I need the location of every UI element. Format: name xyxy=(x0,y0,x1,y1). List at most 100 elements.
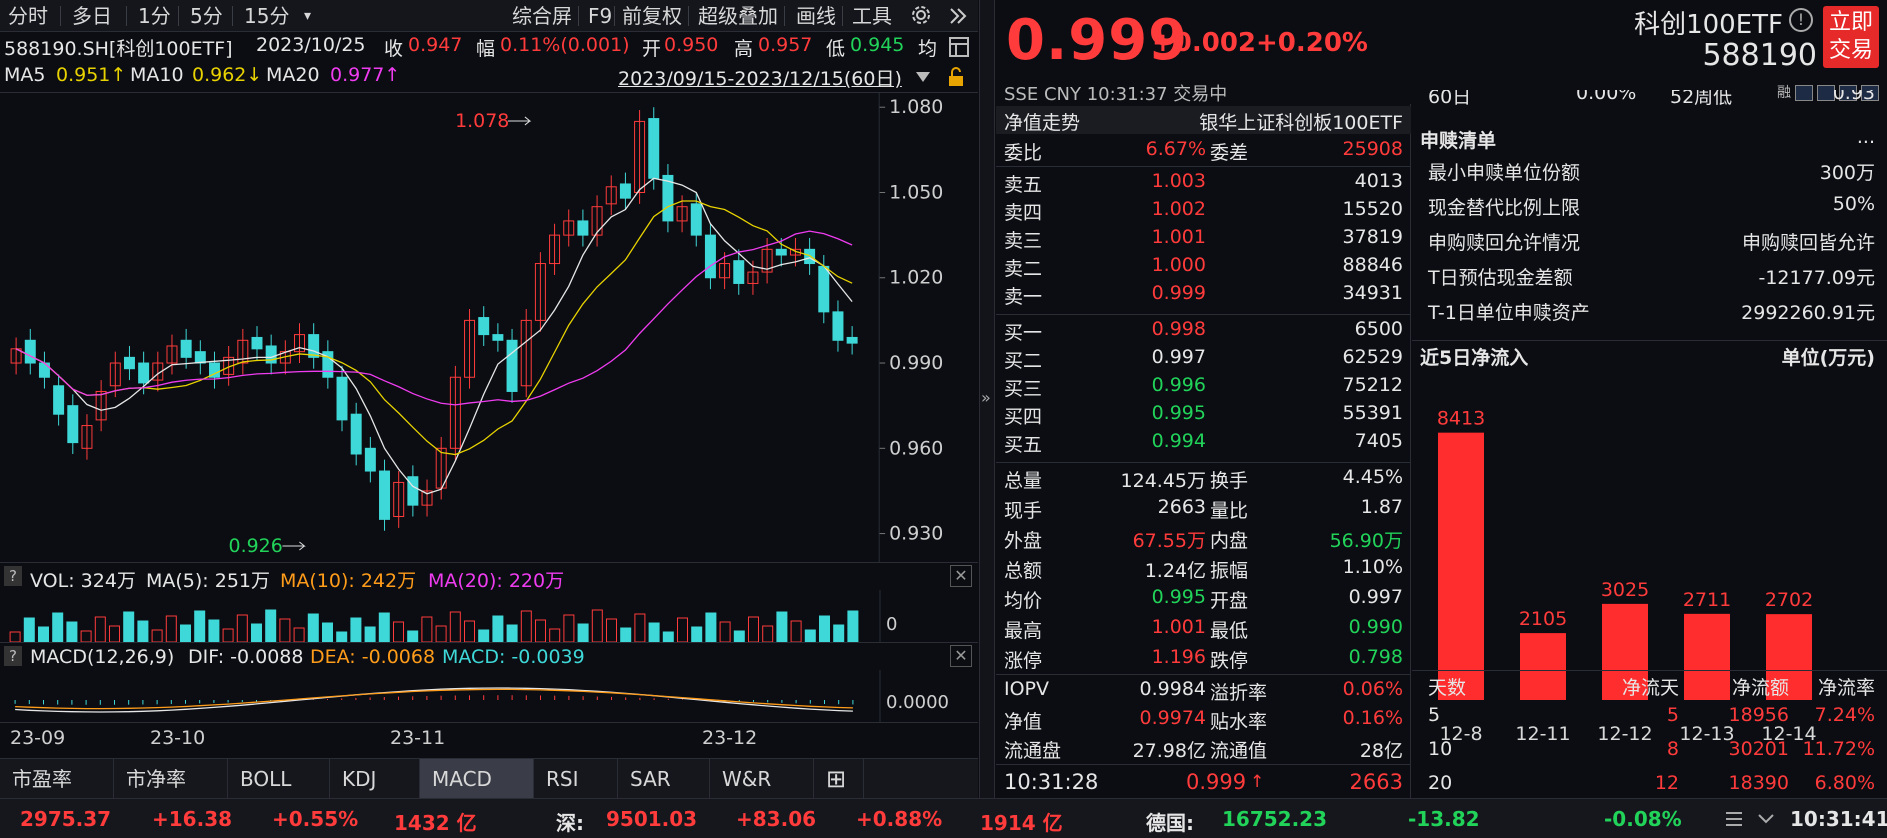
stat-row: 涨停 1.196 跌停 0.798 xyxy=(996,646,1411,672)
tab-boll[interactable]: BOLL xyxy=(228,759,330,799)
bell-icon[interactable] xyxy=(1817,85,1835,101)
lock-icon[interactable] xyxy=(946,66,966,88)
close-icon[interactable]: ✕ xyxy=(950,565,972,587)
ask-label: 卖五 xyxy=(1004,174,1043,196)
help-icon[interactable]: ? xyxy=(4,646,22,666)
stat-label: 振幅 xyxy=(1210,560,1249,582)
net-inflow-header: 近5日净流入 单位(万元) xyxy=(1412,340,1887,370)
volume-bar xyxy=(762,625,774,642)
order-diff-value: 25908 xyxy=(1342,138,1403,160)
volume-bar xyxy=(535,619,546,642)
date-label: 23-12 xyxy=(702,727,758,749)
ask-row: 卖四 1.002 15520 xyxy=(996,198,1411,224)
ask-volume: 34931 xyxy=(1342,282,1403,304)
tab-macd[interactable]: MACD xyxy=(420,759,534,799)
creation-value: -12177.09元 xyxy=(1758,267,1875,289)
margin-icon[interactable]: 融 xyxy=(1777,85,1791,101)
draw-line-button[interactable]: 画线 xyxy=(796,4,836,28)
sz-index[interactable]: 9501.03 xyxy=(606,807,698,831)
candle xyxy=(166,345,178,364)
candle xyxy=(393,481,405,518)
dropdown-triangle-icon[interactable] xyxy=(914,68,932,86)
week52-low-value: 0.93 xyxy=(1832,90,1875,104)
expand-icon[interactable]: » xyxy=(981,388,991,407)
volume-bar xyxy=(790,620,802,642)
inflow-bar-label: 3025 xyxy=(1601,579,1649,601)
tab-multi-day[interactable]: 多日 xyxy=(72,4,112,28)
add-tab-icon[interactable]: ⊞ xyxy=(814,759,864,799)
iopv-value: 28亿 xyxy=(1359,740,1403,762)
candle xyxy=(24,339,36,364)
candle xyxy=(308,334,320,358)
period-dropdown-icon[interactable]: ▾ xyxy=(304,8,312,24)
candle xyxy=(123,356,135,370)
overlay-button[interactable]: 超级叠加 xyxy=(698,4,778,28)
candle xyxy=(676,206,688,222)
candle xyxy=(322,351,334,378)
iopv-label: 贴水率 xyxy=(1210,711,1268,733)
tools-button[interactable]: 工具 xyxy=(852,4,892,28)
volume-bar xyxy=(705,612,717,642)
flow-table-header: 天数 净流天 净流额 净流率 xyxy=(1412,670,1887,700)
candle xyxy=(648,118,660,179)
tab-intraday[interactable]: 分时 xyxy=(8,4,48,28)
tab-15min[interactable]: 15分 xyxy=(244,4,290,28)
de-index[interactable]: 16752.23 xyxy=(1222,807,1328,831)
close-icon[interactable]: ✕ xyxy=(950,645,972,667)
vol-ma20: MA(20): 220万 xyxy=(428,570,565,592)
gear-icon[interactable] xyxy=(910,4,932,26)
tab-pe[interactable]: 市盈率 xyxy=(0,759,114,799)
candle xyxy=(761,248,773,273)
high-value: 0.957 xyxy=(758,34,813,56)
tab-1min[interactable]: 1分 xyxy=(138,4,171,28)
tab-pb[interactable]: 市净率 xyxy=(114,759,228,799)
layout-icon[interactable] xyxy=(948,36,970,58)
ma5-value: 0.951↑ xyxy=(56,64,127,86)
volume-bar xyxy=(38,626,49,642)
flow-cell: 12 xyxy=(1654,772,1679,794)
net-inflow-title: 近5日净流入 xyxy=(1420,347,1529,369)
chevron-down-icon[interactable] xyxy=(1756,809,1776,829)
add-icon[interactable] xyxy=(1861,85,1879,101)
tab-sar[interactable]: SAR xyxy=(618,759,710,799)
f9-button[interactable]: F9 xyxy=(588,4,613,28)
double-chevron-right-icon[interactable] xyxy=(948,6,968,26)
volume-bar xyxy=(151,629,163,642)
tab-wr[interactable]: W&R xyxy=(710,759,814,799)
stat-value: 124.45万 xyxy=(1120,470,1206,492)
stat-value: 0.798 xyxy=(1348,646,1403,668)
price-tick: 0.960 xyxy=(889,437,943,459)
price-tick: 1.050 xyxy=(889,181,943,203)
mini-toolbar: 融 xyxy=(1777,82,1879,101)
edit-icon[interactable] xyxy=(1795,85,1813,101)
help-icon[interactable]: ? xyxy=(4,566,22,586)
flow-col-header: 天数 xyxy=(1428,677,1467,699)
kline-chart[interactable]: 1.080 1.050 1.020 0.990 0.960 0.930 1.078 0.9… xyxy=(0,92,978,562)
nav-trend-label[interactable]: 净值走势 xyxy=(1004,112,1081,134)
volume-bar xyxy=(435,625,447,642)
date-axis: 23-09 23-10 23-11 23-12 xyxy=(0,722,978,756)
volume-bar xyxy=(52,612,64,642)
candle xyxy=(733,260,745,284)
trade-now-button[interactable]: 立即 交易 xyxy=(1823,6,1879,68)
composite-screen-button[interactable]: 综合屏 xyxy=(512,4,572,28)
nav-row[interactable]: 净值走势 银华上证科创板100ETF xyxy=(996,106,1411,134)
panel-divider[interactable]: » xyxy=(979,0,995,798)
info-icon[interactable]: ! xyxy=(1789,8,1813,32)
date-range[interactable]: 2023/09/15-2023/12/15(60日) xyxy=(618,68,902,90)
volume-bar xyxy=(194,610,206,642)
home-icon[interactable] xyxy=(1839,85,1857,101)
tab-rsi[interactable]: RSI xyxy=(534,759,618,799)
amplitude-label: 幅 xyxy=(476,38,496,60)
iopv-value: 27.98亿 xyxy=(1132,740,1206,762)
menu-icon[interactable] xyxy=(1724,809,1744,829)
ask-label: 卖四 xyxy=(1004,202,1043,224)
stat-value: 2663 xyxy=(1157,496,1206,518)
tab-kdj[interactable]: KDJ xyxy=(330,759,420,799)
tab-5min[interactable]: 5分 xyxy=(190,4,223,28)
more-icon[interactable]: ... xyxy=(1856,126,1875,148)
volume-bar xyxy=(66,621,78,642)
ask-price: 1.000 xyxy=(1151,254,1206,276)
forward-adjust-button[interactable]: 前复权 xyxy=(622,4,682,28)
sh-index[interactable]: 2975.37 xyxy=(20,807,112,831)
